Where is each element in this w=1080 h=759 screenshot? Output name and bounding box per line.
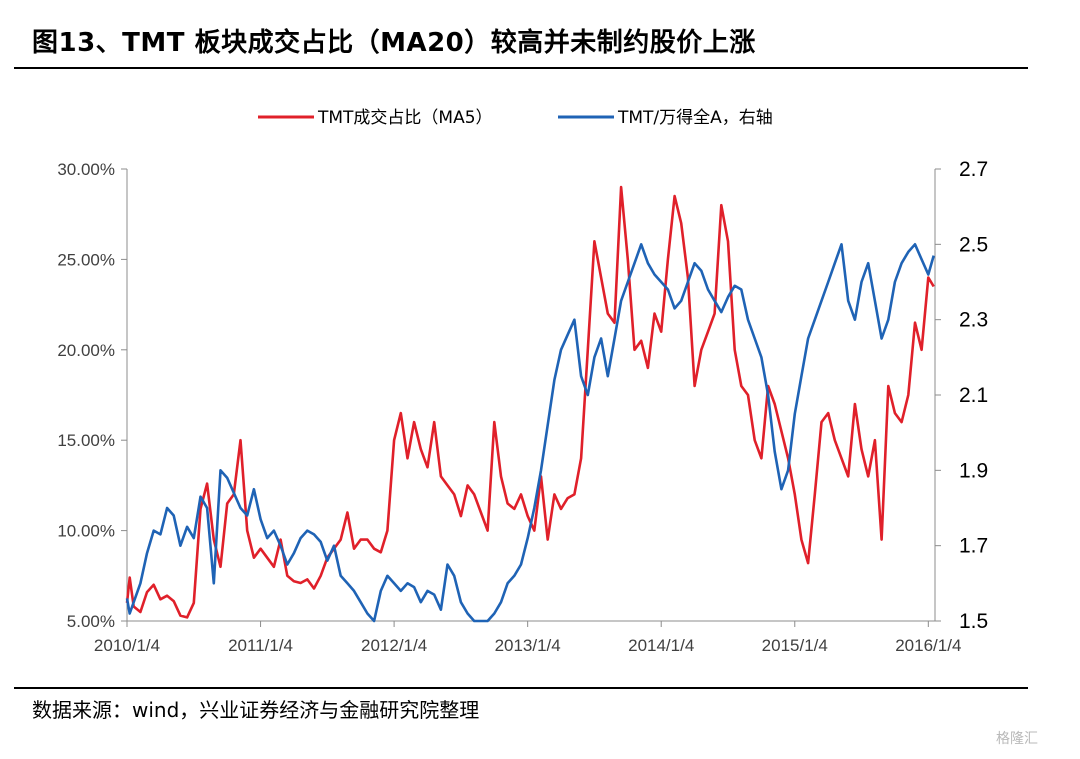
left-tick-label: 25.00%: [57, 250, 115, 269]
legend: TMT成交占比（MA5） TMT/万得全A，右轴: [258, 108, 773, 128]
watermark: 格隆汇: [996, 731, 1038, 747]
right-tick-label: 2.5: [959, 233, 988, 256]
x-tick-label: 2014/1/4: [628, 636, 694, 655]
x-tick-label: 2011/1/4: [228, 636, 293, 655]
x-tick-label: 2015/1/4: [762, 636, 828, 655]
source-divider: [14, 687, 1028, 689]
title-divider: [14, 67, 1028, 69]
left-tick-label: 10.00%: [57, 522, 115, 541]
right-tick-label: 2.7: [959, 158, 988, 181]
x-axis: 2010/1/4 2011/1/4 2012/1/4 2013/1/4 2014/1/4…: [94, 620, 961, 655]
legend-label-2: TMT/万得全A，右轴: [617, 108, 773, 128]
left-tick-label: 5.00%: [67, 612, 115, 631]
legend-label-1: TMT成交占比（MA5）: [317, 108, 493, 128]
right-tick-label: 1.9: [959, 459, 988, 482]
x-tick-label: 2010/1/4: [94, 636, 160, 655]
source-note: 数据来源：wind，兴业证券经济与金融研究院整理: [32, 698, 480, 722]
left-tick-label: 30.00%: [57, 160, 115, 179]
series-line-1: [125, 185, 935, 619]
x-tick-label: 2012/1/4: [361, 636, 427, 655]
x-tick-label: 2013/1/4: [495, 636, 561, 655]
line-chart: 5.00%10.00%15.00%20.00%25.00%30.00% 1.51…: [57, 108, 988, 655]
series-line-2: [125, 243, 935, 623]
left-y-axis: 5.00% 10.00% 15.00% 20.00% 25.00% 30.00%: [57, 160, 128, 631]
right-tick-label: 1.5: [959, 610, 988, 633]
left-tick-label: 15.00%: [57, 431, 115, 450]
right-tick-label: 2.3: [959, 309, 988, 332]
left-tick-label: 20.00%: [57, 341, 115, 360]
right-tick-label: 2.1: [959, 384, 988, 407]
x-tick-label: 2016/1/4: [895, 636, 961, 655]
page-title: 图13、TMT 板块成交占比（MA20）较高并未制约股价上涨: [32, 28, 756, 58]
right-tick-label: 1.7: [959, 535, 988, 558]
plot-lines: [125, 185, 935, 623]
right-y-axis: 1.5 1.7 1.9 2.1 2.3 2.5 2.7: [934, 158, 988, 633]
